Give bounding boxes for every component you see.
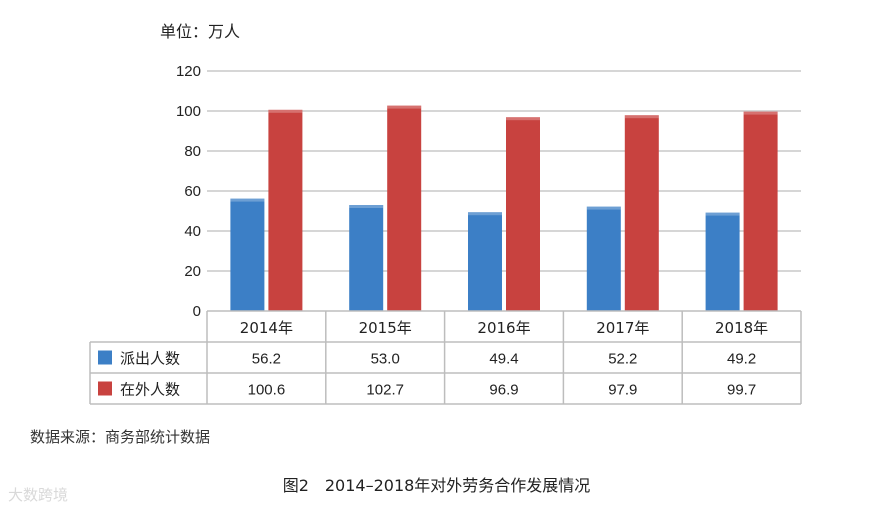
bar-highlight — [624, 115, 659, 119]
bar-highlight — [586, 206, 621, 210]
data-label: 52.2 — [608, 351, 637, 368]
data-label: 97.9 — [608, 382, 637, 399]
data-label: 49.4 — [489, 351, 518, 368]
data-label: 102.7 — [366, 382, 404, 399]
source-note: 数据来源：商务部统计数据 — [30, 428, 211, 446]
bar-dispatched — [468, 212, 502, 311]
bar-abroad — [506, 117, 540, 311]
bar-highlight — [387, 105, 422, 109]
bar-highlight — [743, 111, 778, 115]
data-label: 96.9 — [489, 382, 518, 399]
x-tick-label: 2015年 — [359, 319, 412, 337]
legend-label: 在外人数 — [120, 381, 180, 399]
bar-abroad — [268, 109, 303, 311]
data-label: 56.2 — [252, 351, 281, 368]
y-tick-label: 120 — [176, 63, 201, 80]
legend-label: 派出人数 — [120, 350, 180, 368]
unit-label: 单位：万人 — [160, 22, 241, 41]
data-label: 49.2 — [727, 351, 756, 368]
legend-swatch — [98, 350, 112, 365]
bar-highlight — [468, 212, 502, 216]
bar-abroad — [387, 105, 422, 311]
y-tick-label: 60 — [184, 183, 201, 200]
bar-abroad — [743, 111, 778, 311]
bar-highlight — [349, 205, 384, 208]
y-tick-label: 0 — [193, 303, 201, 320]
y-tick-label: 20 — [184, 263, 201, 280]
x-tick-label: 2014年 — [240, 319, 293, 337]
x-tick-label: 2018年 — [715, 319, 768, 337]
y-tick-label: 80 — [184, 143, 201, 160]
bar-highlight — [230, 198, 265, 202]
y-tick-label: 40 — [184, 223, 201, 240]
data-label: 99.7 — [727, 382, 756, 399]
bar-dispatched — [230, 198, 265, 311]
x-tick-label: 2017年 — [596, 319, 649, 337]
bar-highlight — [268, 109, 303, 113]
x-tick-label: 2016年 — [477, 319, 530, 337]
legend-swatch — [98, 381, 112, 396]
bar-chart: 0 20 40 60 80 100 120 2014年 2015年 2016年 2017年 2018年… — [89, 63, 802, 405]
data-label: 100.6 — [248, 382, 286, 399]
watermark: 大数跨境 — [8, 486, 69, 504]
bar-dispatched — [705, 212, 740, 311]
bar-highlight — [705, 212, 740, 216]
bar-dispatched — [586, 206, 621, 311]
y-tick-label: 100 — [176, 103, 201, 120]
figure-caption: 图2 2014–2018年对外劳务合作发展情况 — [282, 476, 591, 495]
bar-dispatched — [349, 205, 384, 311]
bar-highlight — [506, 117, 540, 121]
data-label: 53.0 — [371, 351, 400, 368]
bar-abroad — [624, 115, 659, 311]
